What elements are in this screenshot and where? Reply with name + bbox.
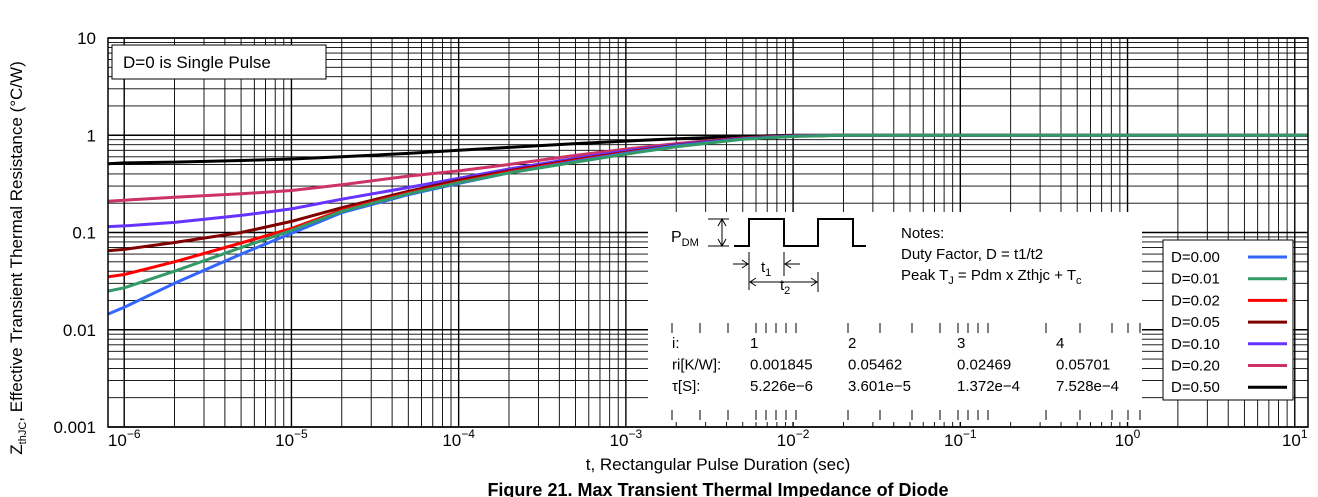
x-tick-label: 10−6 bbox=[108, 427, 141, 450]
t1-arrow-left bbox=[733, 259, 749, 269]
table-cell: 1 bbox=[750, 335, 758, 352]
y-tick-labels: 10 1 0.1 0.01 0.001 bbox=[53, 29, 96, 437]
legend-label: D=0.20 bbox=[1171, 358, 1220, 375]
x-tick-labels: 10−6 10−5 10−4 10−3 10−2 10−1 100 101 bbox=[108, 427, 1308, 450]
legend-label: D=0.50 bbox=[1171, 379, 1220, 396]
notes-duty-factor: Duty Factor, D = t1/t2 bbox=[901, 246, 1043, 263]
t1-label: t1 bbox=[761, 259, 771, 279]
notes-block: Notes: Duty Factor, D = t1/t2 Peak TJ = … bbox=[901, 225, 1082, 287]
x-tick-label: 100 bbox=[1115, 427, 1141, 450]
figure-caption: Figure 21. Max Transient Thermal Impedan… bbox=[487, 480, 948, 497]
table-cell: 0.05701 bbox=[1056, 357, 1110, 374]
table-cell: 3.601e−5 bbox=[848, 378, 911, 395]
x-tick-label: 101 bbox=[1282, 427, 1308, 450]
table-cell: 4 bbox=[1056, 335, 1064, 352]
table-cell: 0.02469 bbox=[957, 357, 1011, 374]
table-row-label: τ[S]: bbox=[672, 378, 700, 395]
legend-box bbox=[1162, 239, 1294, 401]
annotation-box bbox=[111, 44, 327, 80]
table-row-label: ri[K/W]: bbox=[672, 357, 721, 374]
x-tick-label: 10−3 bbox=[610, 427, 643, 450]
y-axis-title: ZthJC, Effective Transient Thermal Resis… bbox=[7, 61, 29, 454]
rc-table: i: 1 2 3 4 ri[K/W]: 0.001845 0.05462 0.02469 0.05… bbox=[671, 323, 1141, 420]
pulse-diagram: PDM t1 t2 bbox=[671, 217, 866, 297]
notes-title: Notes: bbox=[901, 225, 944, 242]
pulse-waveform bbox=[734, 218, 866, 247]
inset-panel bbox=[648, 212, 1142, 422]
legend: D=0.00 D=0.01 D=0.02 D=0.05 D=0.10 D=0.20 D=0.… bbox=[1162, 239, 1294, 401]
legend-label: D=0.01 bbox=[1171, 271, 1220, 288]
single-pulse-annotation: D=0 is Single Pulse bbox=[123, 53, 271, 72]
table-row-label: i: bbox=[672, 335, 680, 352]
pdm-label: PDM bbox=[671, 229, 699, 249]
table-cell: 0.001845 bbox=[750, 357, 813, 374]
table-cell: 0.05462 bbox=[848, 357, 902, 374]
x-tick-label: 10−1 bbox=[944, 427, 977, 450]
x-axis-title: t, Rectangular Pulse Duration (sec) bbox=[586, 455, 851, 474]
y-tick-label: 0.01 bbox=[63, 321, 96, 340]
y-tick-label: 1 bbox=[87, 126, 96, 145]
table-cell: 3 bbox=[957, 335, 965, 352]
series-lines bbox=[107, 133, 1308, 316]
t2-label: t2 bbox=[780, 277, 790, 297]
y-tick-label: 0.001 bbox=[53, 418, 96, 437]
legend-label: D=0.10 bbox=[1171, 336, 1220, 353]
legend-label: D=0.02 bbox=[1171, 292, 1220, 309]
plot-frame bbox=[107, 37, 1309, 428]
legend-label: D=0.00 bbox=[1171, 249, 1220, 266]
table-cell: 2 bbox=[848, 335, 856, 352]
notes-peak-tj: Peak TJ = Pdm x Zthjc + Tc bbox=[901, 267, 1082, 287]
t1-arrow-right bbox=[784, 259, 800, 269]
table-cell: 5.226e−6 bbox=[750, 378, 813, 395]
t2-arrow bbox=[749, 277, 818, 287]
legend-label: D=0.05 bbox=[1171, 314, 1220, 331]
series-line-D=0.01 bbox=[107, 133, 1308, 293]
table-cell: 7.528e−4 bbox=[1056, 378, 1119, 395]
table-cell: 1.372e−4 bbox=[957, 378, 1020, 395]
y-tick-label: 10 bbox=[77, 29, 96, 48]
x-tick-label: 10−2 bbox=[777, 427, 810, 450]
x-tick-label: 10−4 bbox=[442, 427, 475, 450]
x-tick-label: 10−5 bbox=[275, 427, 308, 450]
y-tick-label: 0.1 bbox=[72, 224, 96, 243]
